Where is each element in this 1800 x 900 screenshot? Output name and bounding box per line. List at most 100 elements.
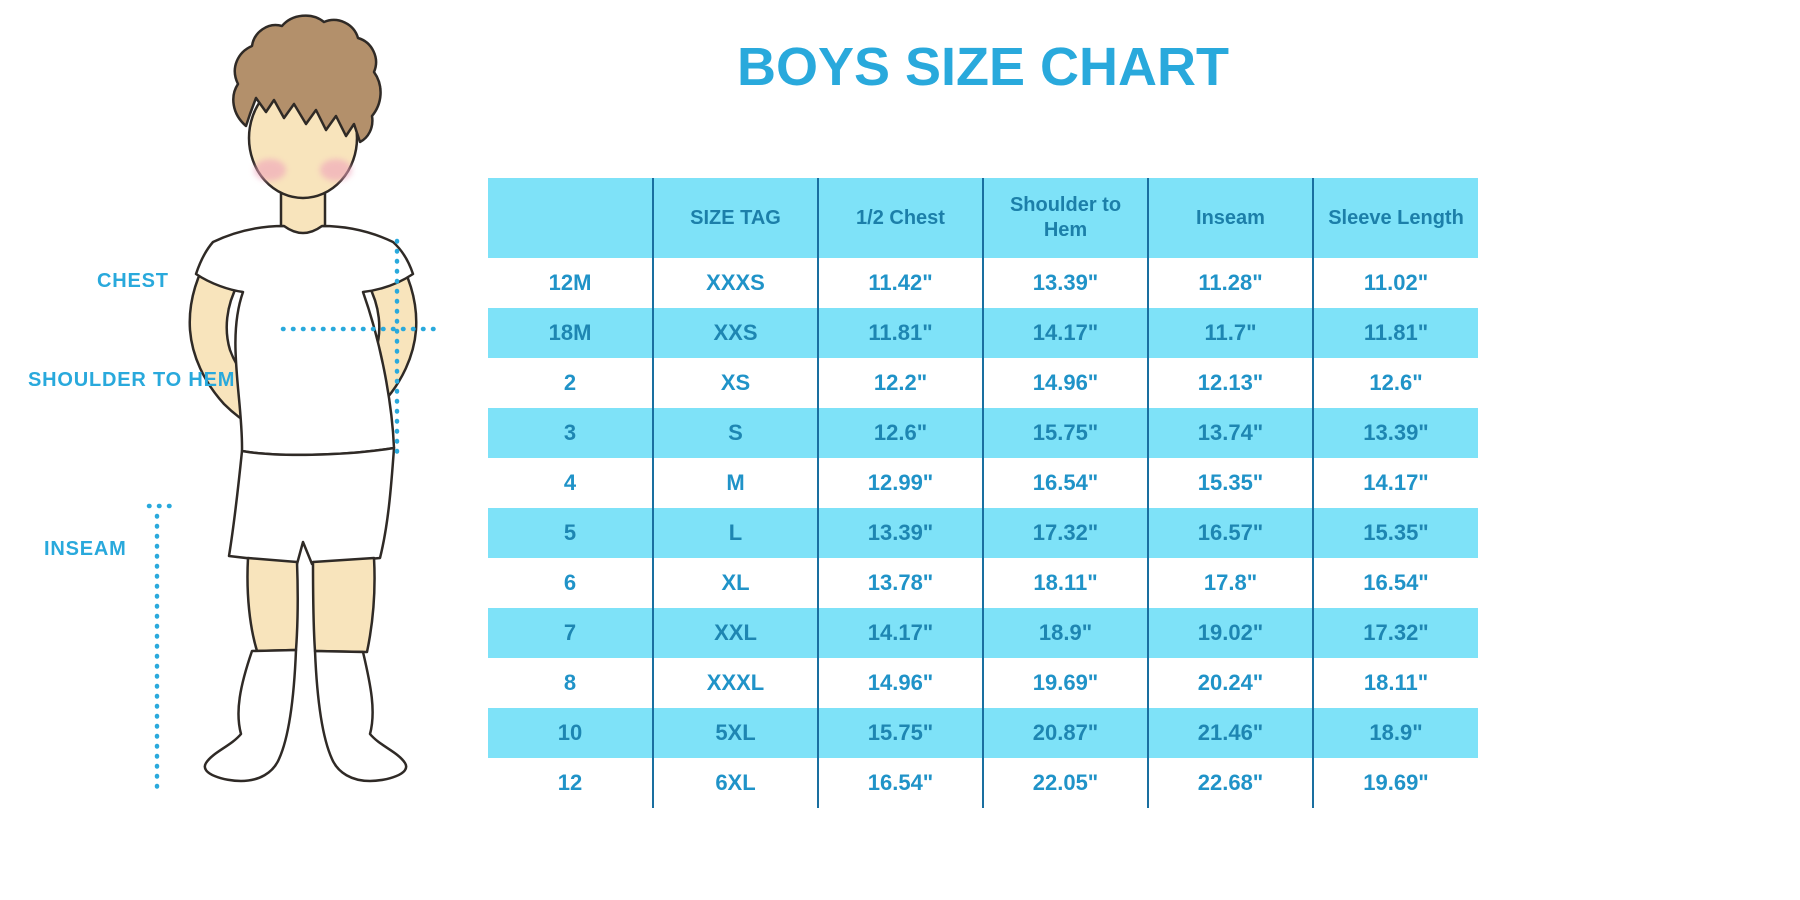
measurement-value: 11.7" — [1147, 308, 1313, 358]
t-shirt — [194, 224, 415, 457]
measurement-value: 14.17" — [817, 608, 983, 658]
measurement-value: 13.39" — [817, 508, 983, 558]
measurement-value: 22.05" — [982, 758, 1148, 808]
size-row-3: 3 S 12.6" 15.75" 13.74" 13.39" — [488, 408, 1478, 458]
column-header-size — [488, 178, 653, 258]
measurement-value: 14.17" — [982, 308, 1148, 358]
boy-measurement-diagram: CHEST SHOULDER TO HEM INSEAM — [0, 0, 480, 900]
measurement-value: 14.96" — [982, 358, 1148, 408]
shoulder-to-hem-label: SHOULDER TO HEM — [28, 369, 236, 391]
measurement-value: 19.69" — [982, 658, 1148, 708]
measurement-value: 15.35" — [1147, 458, 1313, 508]
measurement-value: 14.17" — [1312, 458, 1478, 508]
size-table: SIZE TAG 1/2 Chest Shoulder to Hem Inseam Sl… — [488, 178, 1478, 808]
measurement-value: 13.39" — [1312, 408, 1478, 458]
left-leg — [246, 556, 299, 653]
measurement-value: 21.46" — [1147, 708, 1313, 758]
measurement-value: 19.69" — [1312, 758, 1478, 808]
column-header-shoulder-to-hem: Shoulder to Hem — [982, 178, 1148, 258]
size-tag-value: XXS — [652, 308, 818, 358]
size-row-5: 5 L 13.39" 17.32" 16.57" 15.35" — [488, 508, 1478, 558]
size-label: 7 — [488, 608, 653, 658]
size-label: 5 — [488, 508, 653, 558]
boy-illustration — [146, 14, 443, 791]
measurement-value: 18.11" — [982, 558, 1148, 608]
size-label: 12M — [548, 270, 592, 295]
measurement-value: 11.81" — [1312, 308, 1478, 358]
column-header-1-2-chest: 1/2 Chest — [817, 178, 983, 258]
measurement-value: 13.39" — [982, 258, 1148, 308]
measurement-value: 16.54" — [1312, 558, 1478, 608]
shorts — [227, 446, 396, 566]
header-row: SIZE TAG 1/2 Chest Shoulder to Hem Inseam Sl… — [488, 178, 1478, 258]
size-label: 10 — [488, 708, 653, 758]
size-table-body: 12M XXXS 11.42" 13.39" 11.28" 11.02" 18M XXS 11.… — [488, 258, 1478, 808]
size-label: 18M — [488, 308, 653, 358]
column-header-sleeve-length: Sleeve Length — [1312, 178, 1478, 258]
size-label: 12 — [557, 770, 583, 795]
column-header-size-tag: SIZE TAG — [652, 178, 818, 258]
right-leg — [311, 556, 376, 654]
size-row-6: 6 XL 13.78" 18.11" 17.8" 16.54" — [488, 558, 1478, 608]
measurement-value: 17.32" — [982, 508, 1148, 558]
measurement-value: 19.02" — [1147, 608, 1313, 658]
measurement-value: 17.8" — [1147, 558, 1313, 608]
size-row-2: 2 XS 12.2" 14.96" 12.13" 12.6" — [488, 358, 1478, 408]
size-tag-value: XL — [652, 558, 818, 608]
inseam-label: INSEAM — [44, 538, 127, 560]
measurement-value: 12.6" — [817, 408, 983, 458]
measurement-value: 15.75" — [817, 708, 983, 758]
size-tag-value: 6XL — [652, 758, 818, 808]
measurement-value: 13.74" — [1147, 408, 1313, 458]
size-label: 3 — [488, 408, 653, 458]
size-tag-value: XXXS — [652, 258, 818, 308]
size-tag-value: XXXL — [652, 658, 818, 708]
measurement-value: 16.57" — [1147, 508, 1313, 558]
size-tag-value: XXL — [652, 608, 818, 658]
hair — [232, 14, 382, 144]
size-row-8: 8 XXXL 14.96" 19.69" 20.24" 18.11" — [488, 658, 1478, 708]
measurement-value: 20.87" — [982, 708, 1148, 758]
measurement-value: 15.75" — [982, 408, 1148, 458]
measurement-value: 12.99" — [817, 458, 983, 508]
size-table-header: SIZE TAG 1/2 Chest Shoulder to Hem Inseam Sl… — [488, 178, 1478, 258]
size-tag-value: M — [652, 458, 818, 508]
left-sock — [203, 648, 298, 783]
size-label: 4 — [563, 470, 577, 495]
measurement-value: 14.96" — [817, 658, 983, 708]
size-label: 6 — [563, 570, 577, 595]
page-title: BOYS SIZE CHART — [736, 37, 1230, 97]
size-row-18m: 18M XXS 11.81" 14.17" 11.7" 11.81" — [488, 308, 1478, 358]
measurement-value: 16.54" — [982, 458, 1148, 508]
measurement-value: 22.68" — [1147, 758, 1313, 808]
size-tag-value: S — [652, 408, 818, 458]
size-tag-value: XS — [652, 358, 818, 408]
measurement-value: 12.2" — [817, 358, 983, 408]
size-row-12m: 12M XXXS 11.42" 13.39" 11.28" 11.02" — [488, 258, 1478, 308]
size-tag-value: 5XL — [652, 708, 818, 758]
measurement-value: 11.02" — [1312, 258, 1478, 308]
chest-label: CHEST — [97, 270, 169, 292]
measurement-value: 12.6" — [1312, 358, 1478, 408]
measurement-value: 12.13" — [1147, 358, 1313, 408]
right-sock — [313, 649, 408, 783]
size-row-4: 4 M 12.99" 16.54" 15.35" 14.17" — [488, 458, 1478, 508]
measurement-value: 11.81" — [817, 308, 983, 358]
measurement-value: 18.9" — [1312, 708, 1478, 758]
measurement-value: 20.24" — [1147, 658, 1313, 708]
size-row-10: 10 5XL 15.75" 20.87" 21.46" 18.9" — [488, 708, 1478, 758]
size-row-12: 12 6XL 16.54" 22.05" 22.68" 19.69" — [488, 758, 1478, 808]
measurement-value: 17.32" — [1312, 608, 1478, 658]
measurement-value: 15.35" — [1312, 508, 1478, 558]
measurement-value: 11.28" — [1147, 258, 1313, 308]
measurement-value: 18.9" — [982, 608, 1148, 658]
size-label: 8 — [563, 670, 577, 695]
left-cheek-blush — [254, 159, 286, 181]
measurement-value: 11.42" — [817, 258, 983, 308]
measurement-value: 16.54" — [817, 758, 983, 808]
measurement-value: 18.11" — [1312, 658, 1478, 708]
column-header-inseam: Inseam — [1147, 178, 1313, 258]
size-label: 2 — [563, 370, 577, 395]
size-row-7: 7 XXL 14.17" 18.9" 19.02" 17.32" — [488, 608, 1478, 658]
